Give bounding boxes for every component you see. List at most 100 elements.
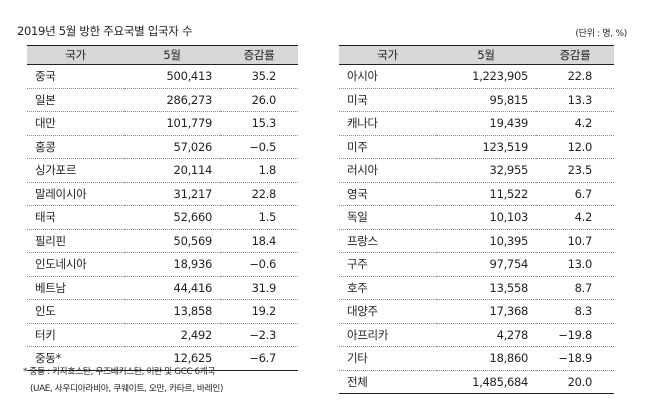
rate-cell: 8.7 [536,276,614,300]
may-count-cell: 19,439 [436,111,536,136]
country-cell: 영국 [339,182,436,206]
rate-cell: 26.0 [220,88,298,112]
country-cell: 아프리카 [339,323,436,347]
table-row: 터키 2,492 −2.3 [27,323,298,347]
table-row: 러시아 32,955 23.5 [339,158,614,183]
country-cell: 미국 [339,88,436,112]
table-row: 아프리카 4,278 −19.8 [339,323,614,347]
table-row: 대양주 17,368 8.3 [339,299,614,324]
rate-cell: 13.0 [536,252,614,277]
country-cell: 대만 [27,111,124,136]
rate-cell: 19.2 [220,299,298,324]
table-title: 2019년 5월 방한 주요국별 입국자 수 [17,24,193,38]
table-row: 싱가포르 20,114 1.8 [27,158,298,183]
table-row: 아시아 1,223,905 22.8 [339,64,614,89]
country-cell: 아시아 [339,64,436,89]
may-count-cell: 17,368 [436,299,536,324]
header-rate: 증감률 [536,45,614,65]
country-cell: 구주 [339,252,436,277]
header-row: 국가 5월 증감률 [339,45,614,65]
left-table-body: 중국 500,413 35.2 일본 286,273 26.0 대만 101,779 15.3 홍… [27,64,298,371]
rate-cell: −6.7 [220,346,298,371]
rate-cell: 4.2 [536,205,614,230]
country-cell: 말레이시아 [27,182,124,206]
country-cell: 캐나다 [339,111,436,136]
country-cell: 싱가포르 [27,158,124,183]
may-count-cell: 10,395 [436,229,536,253]
right-table-body: 아시아 1,223,905 22.8 미국 95,815 13.3 캐나다 19,439 4.2… [339,64,614,394]
table-row: 구주 97,754 13.0 [339,252,614,277]
may-count-cell: 10,103 [436,205,536,230]
may-count-cell: 95,815 [436,88,536,112]
table-row: 프랑스 10,395 10.7 [339,229,614,253]
table-row: 일본 286,273 26.0 [27,88,298,112]
table-row: 독일 10,103 4.2 [339,205,614,230]
rate-cell: 23.5 [536,158,614,183]
table-row: 미주 123,519 12.0 [339,135,614,159]
may-count-cell: 123,519 [436,135,536,159]
rate-cell: 12.0 [536,135,614,159]
table-row: 미국 95,815 13.3 [339,88,614,112]
may-count-cell: 101,779 [124,111,220,136]
unit-label: (단위 : 명, %) [575,29,627,39]
table-row: 캐나다 19,439 4.2 [339,111,614,136]
header-row: 국가 5월 증감률 [27,45,298,65]
may-count-cell: 1,485,684 [436,370,536,394]
may-count-cell: 2,492 [124,323,220,347]
country-cell: 홍콩 [27,135,124,159]
may-count-cell: 4,278 [436,323,536,347]
rate-cell: 31.9 [220,276,298,300]
rate-cell: 1.8 [220,158,298,183]
table-row: 기타 18,860 −18.9 [339,346,614,371]
rate-cell: −19.8 [536,323,614,347]
rate-cell: 22.8 [220,182,298,206]
rate-cell: 20.0 [536,370,614,394]
country-cell: 태국 [27,205,124,230]
rate-cell: 8.3 [536,299,614,324]
country-cell: 전체 [339,370,436,394]
table-row: 베트남 44,416 31.9 [27,276,298,300]
table-row: 인도네시아 18,936 −0.6 [27,252,298,277]
footnote-line-2: (UAE, 사우디아라비아, 쿠웨이트, 오만, 카타르, 바레인) [30,384,224,394]
table-row: 태국 52,660 1.5 [27,205,298,230]
rate-cell: 10.7 [536,229,614,253]
table-row: 전체 1,485,684 20.0 [339,370,614,394]
rate-cell: 6.7 [536,182,614,206]
right-table: 국가 5월 증감률 아시아 1,223,905 22.8 미국 95,815 13.3 캐나… [339,45,614,394]
country-cell: 중국 [27,64,124,89]
rate-cell: 18.4 [220,229,298,253]
rate-cell: 22.8 [536,64,614,89]
left-table: 국가 5월 증감률 중국 500,413 35.2 일본 286,273 26.0 대만 10… [27,45,298,371]
country-cell: 미주 [339,135,436,159]
header-may: 5월 [436,45,536,65]
may-count-cell: 12,625 [124,346,220,371]
header-rate: 증감률 [220,45,298,65]
table-row: 말레이시아 31,217 22.8 [27,182,298,206]
country-cell: 독일 [339,205,436,230]
country-cell: 터키 [27,323,124,347]
country-cell: 인도 [27,299,124,324]
country-cell: 호주 [339,276,436,300]
may-count-cell: 1,223,905 [436,64,536,89]
may-count-cell: 44,416 [124,276,220,300]
may-count-cell: 500,413 [124,64,220,89]
country-cell: 일본 [27,88,124,112]
may-count-cell: 57,026 [124,135,220,159]
rate-cell: 15.3 [220,111,298,136]
rate-cell: −2.3 [220,323,298,347]
rate-cell: −0.5 [220,135,298,159]
header-country: 국가 [27,45,124,65]
may-count-cell: 11,522 [436,182,536,206]
table-row: 필리핀 50,569 18.4 [27,229,298,253]
may-count-cell: 286,273 [124,88,220,112]
rate-cell: 1.5 [220,205,298,230]
footnote-line-1: * 중동 : 카자흐스탄, 우즈베키스탄, 이란 및 GCC 6개국 [23,367,216,377]
country-cell: 대양주 [339,299,436,324]
may-count-cell: 32,955 [436,158,536,183]
may-count-cell: 52,660 [124,205,220,230]
country-cell: 러시아 [339,158,436,183]
table-row: 영국 11,522 6.7 [339,182,614,206]
table-row: 호주 13,558 8.7 [339,276,614,300]
may-count-cell: 18,860 [436,346,536,371]
country-cell: 기타 [339,346,436,371]
